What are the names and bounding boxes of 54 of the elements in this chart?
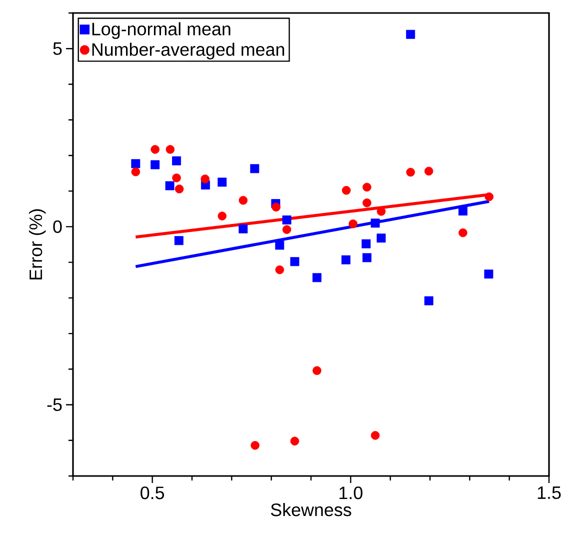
point <box>406 168 415 177</box>
point <box>272 202 280 212</box>
point <box>131 159 140 168</box>
x-tick-label: 1.5 <box>538 486 561 500</box>
y-tick-label: 0 <box>53 220 62 234</box>
point <box>342 186 351 195</box>
point <box>218 178 227 187</box>
point <box>200 174 210 184</box>
point <box>165 181 174 190</box>
point <box>172 156 182 166</box>
point <box>174 236 184 246</box>
point <box>250 440 260 450</box>
point <box>484 192 494 202</box>
point <box>150 160 160 170</box>
y-tick-label: -5 <box>47 398 62 412</box>
point <box>362 182 372 192</box>
point <box>172 174 181 182</box>
point <box>348 219 358 228</box>
point <box>174 184 184 194</box>
point <box>282 225 292 234</box>
point <box>250 164 260 174</box>
point <box>406 30 416 39</box>
point <box>484 270 494 279</box>
point <box>362 239 371 248</box>
point <box>275 240 284 250</box>
point <box>282 215 292 224</box>
x-axis-title: Skewness <box>270 503 352 516</box>
point <box>424 166 434 176</box>
point <box>290 257 300 266</box>
point <box>458 206 468 216</box>
x-tick-label: 1.0 <box>340 486 362 500</box>
y-axis-title: Error (%) <box>28 209 46 280</box>
point <box>290 436 300 446</box>
point <box>150 145 160 154</box>
point <box>341 255 350 264</box>
legend-label: Number-averaged mean <box>92 42 284 60</box>
point <box>238 224 248 234</box>
point <box>362 253 372 262</box>
point <box>424 296 434 306</box>
point <box>370 218 380 228</box>
point <box>312 273 322 282</box>
legend-label: Log-normal mean <box>92 22 230 39</box>
point <box>312 366 322 375</box>
point <box>362 198 372 208</box>
point <box>275 265 284 274</box>
y-tick-label: 5 <box>53 42 62 55</box>
point <box>218 212 227 220</box>
point <box>238 196 248 205</box>
point <box>370 431 380 440</box>
point <box>458 228 468 238</box>
point <box>376 234 386 243</box>
point <box>131 167 140 176</box>
x-tick-label: 0.5 <box>140 486 164 500</box>
point <box>166 145 175 154</box>
